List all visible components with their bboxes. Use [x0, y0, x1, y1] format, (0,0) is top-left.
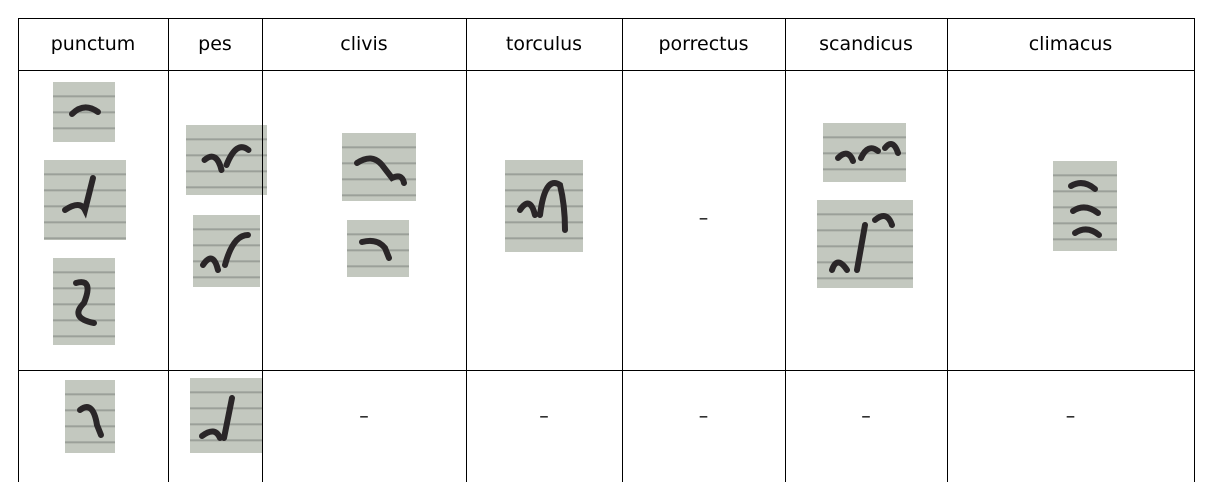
header-cell: pes — [198, 33, 232, 55]
border — [785, 18, 786, 482]
border — [947, 18, 948, 482]
dash-cell: – — [539, 405, 549, 427]
neume-image — [342, 133, 416, 201]
border — [168, 18, 169, 482]
header-cell: punctum — [50, 33, 136, 55]
header-cell: scandicus — [819, 33, 913, 55]
neume-image — [347, 220, 409, 277]
header-cell: climacus — [1028, 33, 1113, 55]
border — [18, 370, 1194, 371]
neume-image — [186, 125, 267, 195]
dash-cell: – — [698, 207, 709, 229]
border — [18, 70, 1194, 71]
neume-image — [53, 258, 115, 345]
neume-image — [193, 215, 260, 287]
border — [622, 18, 623, 482]
neume-image — [823, 123, 906, 182]
neume-image — [65, 380, 115, 453]
dash-cell: – — [1065, 405, 1076, 427]
header-cell: torculus — [505, 33, 583, 55]
neume-image — [44, 160, 126, 240]
dash-cell: – — [359, 405, 369, 427]
border — [1194, 18, 1195, 482]
neume-image — [505, 160, 583, 252]
header-cell: porrectus — [658, 33, 749, 55]
border — [18, 18, 1194, 19]
border — [466, 18, 467, 482]
neume-image — [53, 82, 115, 142]
neume-image — [190, 378, 262, 453]
neume-image — [817, 200, 913, 288]
dash-cell: – — [698, 405, 709, 427]
dash-cell: – — [861, 405, 871, 427]
header-cell: clivis — [340, 33, 388, 55]
neume-image — [1053, 161, 1117, 251]
border — [262, 18, 263, 482]
border — [18, 18, 19, 482]
